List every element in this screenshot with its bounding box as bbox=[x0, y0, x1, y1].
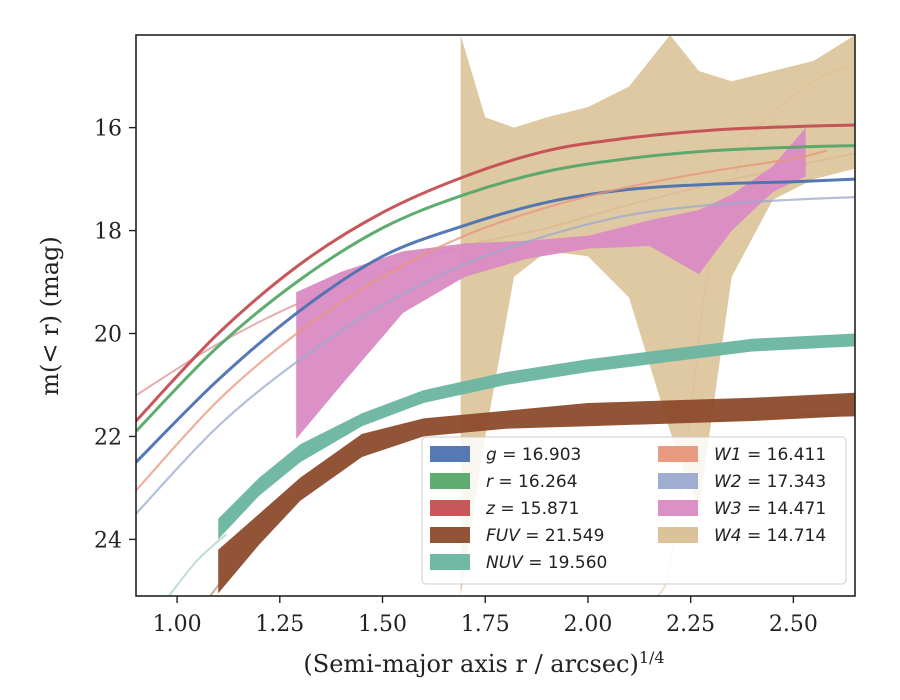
series-band-w3 bbox=[296, 127, 806, 439]
legend-box bbox=[421, 436, 847, 585]
legend-label-z: z = 15.871 bbox=[485, 499, 579, 519]
legend-swatch-z bbox=[430, 500, 470, 516]
legend-swatch-nuv bbox=[430, 554, 470, 570]
legend-label-w3: W3 = 14.471 bbox=[714, 499, 826, 519]
legend-swatch-w1 bbox=[658, 446, 698, 462]
band-series bbox=[218, 35, 855, 596]
x-tick-label: 1.75 bbox=[461, 612, 510, 637]
legend-label-fuv: FUV = 21.549 bbox=[486, 526, 604, 546]
legend-swatch-w2 bbox=[658, 473, 698, 489]
background-curve-nuv-light bbox=[168, 533, 228, 596]
y-tick-label: 18 bbox=[94, 220, 122, 245]
series-band-fuv bbox=[218, 392, 855, 594]
legend-label-g: g = 16.903 bbox=[486, 445, 581, 465]
x-tick-label: 2.25 bbox=[666, 612, 715, 637]
x-tick-label: 2.00 bbox=[563, 612, 612, 637]
legend: g = 16.903 r = 16.264 z = 15.871 FUV = 21.5… bbox=[421, 436, 847, 585]
series-line-w2 bbox=[136, 196, 855, 515]
legend-swatch-w4 bbox=[658, 527, 698, 543]
legend-swatch-r bbox=[430, 473, 470, 489]
legend-swatch-g bbox=[430, 446, 470, 462]
legend-label-w4: W4 = 14.714 bbox=[714, 526, 826, 546]
x-axis-label-exponent: 1/4 bbox=[639, 648, 665, 667]
line-series bbox=[136, 123, 855, 515]
y-axis-label: m(< r) (mag) bbox=[36, 236, 64, 395]
series-line-r bbox=[136, 144, 855, 433]
y-axis: 16 18 20 22 24 bbox=[94, 117, 136, 553]
y-tick-label: 24 bbox=[94, 528, 122, 553]
x-tick-label: 1.00 bbox=[153, 612, 202, 637]
legend-label-w2: W2 = 17.343 bbox=[714, 472, 826, 492]
series-line-g bbox=[136, 177, 855, 464]
legend-column-right: W1 = 16.411 W2 = 17.343 W3 = 14.471 W4 = 14… bbox=[658, 445, 826, 546]
y-tick-label: 20 bbox=[94, 323, 122, 348]
x-tick-label: 1.50 bbox=[358, 612, 407, 637]
series-line-z bbox=[136, 123, 855, 423]
legend-swatch-fuv bbox=[430, 527, 470, 543]
plot-frame bbox=[135, 34, 856, 597]
x-axis: 1.00 1.25 1.50 1.75 2.00 2.25 2.50 bbox=[153, 596, 818, 637]
legend-label-nuv: NUV = 19.560 bbox=[486, 553, 607, 573]
legend-column-left: g = 16.903 r = 16.264 z = 15.871 FUV = 21.5… bbox=[430, 445, 607, 573]
x-tick-label: 2.50 bbox=[769, 612, 818, 637]
series-line-w1 bbox=[136, 149, 828, 492]
y-tick-label: 22 bbox=[94, 425, 122, 450]
plot-area bbox=[136, 35, 855, 596]
legend-label-w1: W1 = 16.411 bbox=[714, 445, 826, 465]
series-band-w4 bbox=[460, 35, 855, 596]
x-tick-label: 1.25 bbox=[255, 612, 304, 637]
y-tick-label: 16 bbox=[94, 117, 122, 142]
legend-swatch-w3 bbox=[658, 500, 698, 516]
series-band-nuv bbox=[218, 333, 855, 540]
legend-label-r: r = 16.264 bbox=[486, 472, 578, 492]
x-axis-label: (Semi-major axis r / arcsec)1/4 bbox=[303, 648, 664, 678]
